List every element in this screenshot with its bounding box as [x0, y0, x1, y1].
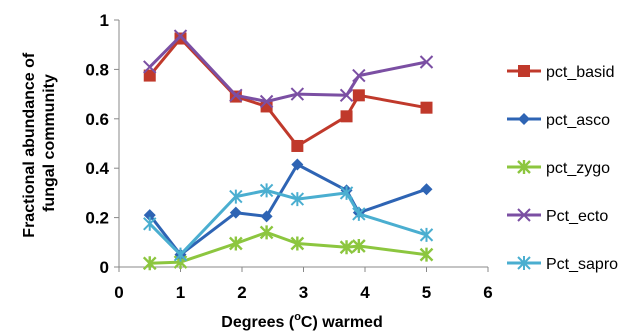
- data-point: [229, 88, 243, 103]
- x-tick-label: 0: [114, 283, 123, 302]
- legend-label: pct_zygo: [546, 160, 610, 177]
- legend-label: pct_asco: [546, 112, 610, 129]
- series-pct_asco: [143, 158, 433, 261]
- data-point: [420, 101, 433, 114]
- data-point: [143, 216, 157, 231]
- data-point: [339, 185, 354, 200]
- data-point: [352, 239, 366, 254]
- data-point: [291, 139, 304, 152]
- data-point: [339, 88, 354, 103]
- legend-marker: [518, 113, 530, 125]
- y-axis-title-line-1: Fractional abundance of: [21, 52, 38, 238]
- data-point: [143, 69, 156, 82]
- y-axis-title-line-2: fungal community: [41, 74, 58, 212]
- data-point: [259, 183, 274, 198]
- data-point: [352, 206, 366, 221]
- legend-entry: pct_asco: [507, 112, 610, 129]
- data-point: [291, 158, 304, 171]
- legend-label: pct_basid: [546, 64, 615, 81]
- x-tick-label: 4: [360, 283, 370, 302]
- series-line: [148, 188, 427, 257]
- data-point: [143, 60, 157, 74]
- data-point: [419, 227, 434, 242]
- data-point: [173, 247, 188, 262]
- x-tick-label: 3: [299, 283, 308, 302]
- series-layer: [142, 29, 434, 271]
- x-tick-label: 2: [237, 283, 246, 302]
- data-point: [143, 209, 156, 222]
- series-Pct_sapro: [143, 183, 434, 262]
- x-tick-label: 5: [422, 283, 431, 302]
- data-point: [142, 256, 157, 271]
- data-point: [290, 236, 305, 251]
- y-axis-title: Fractional abundance of fungal community: [21, 48, 58, 237]
- data-point: [229, 206, 242, 219]
- data-point: [419, 55, 434, 69]
- y-tick-label: 0.8: [85, 60, 109, 79]
- legend-entry: pct_basid: [507, 64, 615, 81]
- data-point: [174, 32, 187, 45]
- series-line: [148, 34, 427, 103]
- data-point: [290, 192, 305, 207]
- chart-legend: pct_basid pct_asco pct_zygo Pct_ecto Pct_sap…: [507, 64, 618, 273]
- data-point: [419, 247, 434, 262]
- legend-label: Pct_sapro: [546, 256, 618, 273]
- data-point: [339, 240, 354, 255]
- y-tick-label: 0.4: [85, 159, 109, 178]
- data-point: [340, 110, 353, 123]
- series-pct_basid: [143, 32, 433, 152]
- data-point: [352, 89, 365, 102]
- legend-entry: Pct_sapro: [507, 256, 618, 273]
- legend-entry: Pct_ecto: [507, 208, 608, 225]
- series-line: [148, 37, 427, 148]
- legend-entry: pct_zygo: [507, 160, 610, 177]
- data-point: [259, 225, 274, 240]
- legend-marker: [517, 256, 531, 270]
- x-axis-title-superscript: o: [294, 311, 301, 323]
- data-point: [229, 189, 243, 204]
- data-point: [229, 236, 243, 251]
- legend-marker: [518, 65, 530, 77]
- y-tick-label: 0: [100, 258, 109, 277]
- x-tick-label: 6: [483, 283, 492, 302]
- x-axis-title: Degrees (oC) warmed: [221, 311, 382, 331]
- y-tick-label: 1: [100, 11, 109, 30]
- x-axis-title-part-2: C) warmed: [301, 314, 383, 331]
- y-tick-label: 0.2: [85, 209, 109, 228]
- tick-labels: 0 0.2 0.4 0.6 0.8 1 0 1 2 3 4 5 6: [85, 11, 492, 302]
- data-point: [290, 87, 305, 101]
- y-tick-label: 0.6: [85, 110, 109, 129]
- legend-marker: [517, 160, 531, 174]
- data-point: [352, 68, 366, 83]
- legend-marker: [517, 208, 531, 222]
- data-point: [259, 94, 274, 109]
- x-tick-label: 1: [176, 283, 185, 302]
- series-line: [149, 230, 427, 265]
- data-point: [173, 29, 188, 43]
- data-point: [260, 210, 273, 223]
- data-point: [420, 183, 433, 196]
- series-Pct_ecto: [143, 29, 434, 109]
- legend-label: Pct_ecto: [546, 208, 608, 225]
- x-axis-title-part-1: Degrees (: [221, 314, 295, 331]
